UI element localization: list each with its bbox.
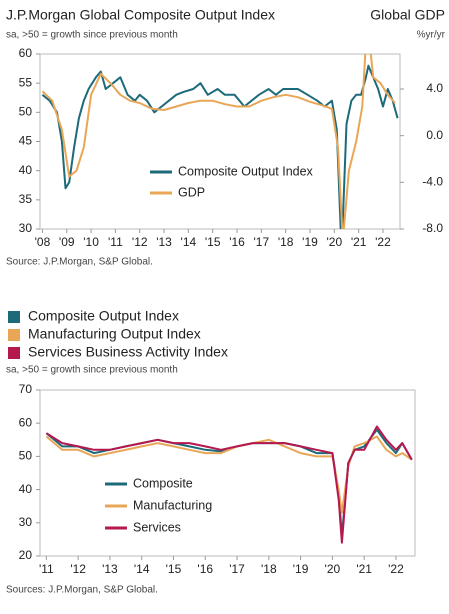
y2-tick-label: 4.0 (426, 81, 443, 95)
y-tick-label: 55 (19, 75, 33, 89)
x-tick-label: '17 (254, 235, 270, 249)
y-tick-label: 60 (19, 46, 33, 60)
y-tick-label: 20 (19, 548, 33, 562)
x-tick-label: '11 (39, 562, 54, 576)
legend-label: GDP (178, 185, 205, 199)
y2-tick-label: -4.0 (422, 175, 443, 189)
series-line (41, 54, 396, 229)
y-tick-label: 35 (19, 192, 33, 206)
y2-tick-label: 0.0 (426, 128, 443, 142)
y-tick-label: 60 (19, 415, 33, 429)
plot-area (45, 425, 413, 544)
plot-area (41, 54, 399, 229)
y-tick-label: 45 (19, 134, 33, 148)
x-tick-label: '13 (102, 562, 118, 576)
legend-label: Manufacturing (133, 498, 212, 512)
x-tick-label: '20 (325, 562, 341, 576)
x-tick-label: '14 (181, 235, 197, 249)
x-tick-label: '08 (35, 235, 51, 249)
y-tick-label: 30 (19, 221, 33, 235)
y-tick-label: 70 (19, 382, 33, 396)
x-tick-label: '12 (132, 235, 148, 249)
x-tick-label: '11 (108, 235, 123, 249)
legend-label: Manufacturing Output Index (28, 326, 201, 342)
legend-label: Services (133, 520, 181, 534)
source: Source: J.P.Morgan, S&P Global. (6, 257, 153, 268)
legend-square (8, 329, 20, 341)
y-tick-label: 50 (19, 105, 33, 119)
x-tick-label: '09 (59, 235, 75, 249)
chart-subtitle: sa, >50 = growth since previous month (6, 30, 178, 41)
x-tick-label: '17 (229, 562, 245, 576)
legend-square (8, 347, 20, 359)
y2-tick-label: -8.0 (422, 221, 443, 235)
legend-square (8, 311, 20, 323)
legend-label: Composite (133, 476, 193, 490)
legend-label: Services Business Activity Index (28, 344, 228, 360)
x-tick-label: '19 (302, 235, 318, 249)
x-tick-label: '10 (83, 235, 99, 249)
x-tick-label: '22 (375, 235, 391, 249)
x-tick-label: '21 (356, 562, 372, 576)
legend-label: Composite Output Index (178, 164, 314, 178)
x-tick-label: '22 (388, 562, 404, 576)
x-tick-label: '18 (278, 235, 294, 249)
x-tick-label: '12 (70, 562, 86, 576)
x-tick-label: '14 (134, 562, 150, 576)
y-tick-label: 30 (19, 515, 33, 529)
series-line (45, 425, 413, 544)
series-line (41, 64, 399, 229)
source: Sources: J.P.Morgan, S&P Global. (6, 585, 158, 596)
y-tick-label: 40 (19, 482, 33, 496)
chart-title: J.P.Morgan Global Composite Output Index (6, 7, 275, 23)
y-tick-label: 50 (19, 449, 33, 463)
x-tick-label: '13 (156, 235, 172, 249)
x-tick-label: '18 (261, 562, 277, 576)
x-tick-label: '16 (229, 235, 245, 249)
y2-unit: %yr/yr (417, 30, 446, 41)
x-tick-label: '19 (293, 562, 309, 576)
x-tick-label: '15 (166, 562, 182, 576)
plot-frame (39, 389, 416, 557)
x-tick-label: '16 (197, 562, 213, 576)
y-tick-label: 40 (19, 163, 33, 177)
y2-title: Global GDP (370, 7, 445, 23)
legend-label: Composite Output Index (28, 308, 179, 324)
x-tick-label: '21 (351, 235, 367, 249)
x-tick-label: '15 (205, 235, 221, 249)
x-tick-label: '20 (327, 235, 343, 249)
chart-subtitle: sa, >50 = growth since previous month (6, 365, 178, 376)
